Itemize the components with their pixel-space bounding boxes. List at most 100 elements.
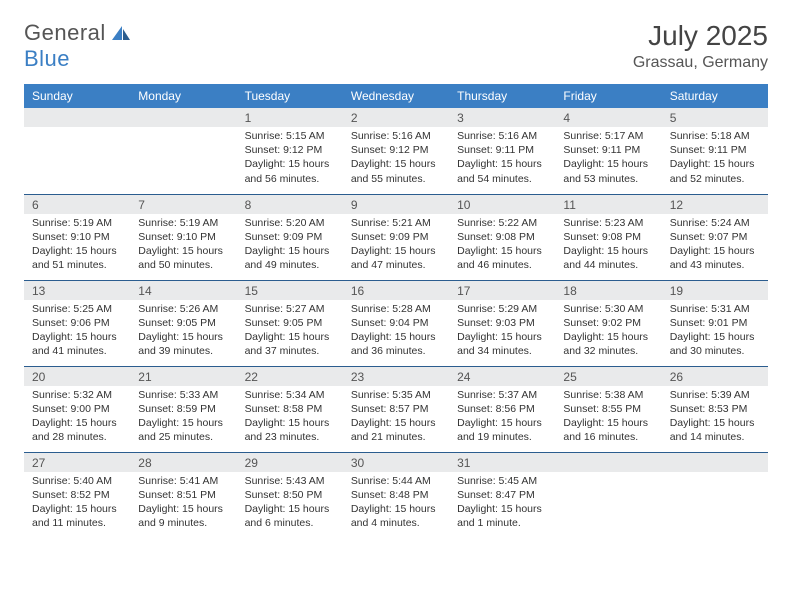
- calendar-week-row: 1Sunrise: 5:15 AMSunset: 9:12 PMDaylight…: [24, 108, 768, 194]
- calendar-day-cell: 13Sunrise: 5:25 AMSunset: 9:06 PMDayligh…: [24, 280, 130, 366]
- day-number: 1: [237, 108, 343, 127]
- logo-text-part2: Blue: [24, 46, 70, 71]
- day-header: Thursday: [449, 84, 555, 108]
- calendar-day-cell: 6Sunrise: 5:19 AMSunset: 9:10 PMDaylight…: [24, 194, 130, 280]
- calendar-day-cell: 24Sunrise: 5:37 AMSunset: 8:56 PMDayligh…: [449, 366, 555, 452]
- day-content: Sunrise: 5:20 AMSunset: 9:09 PMDaylight:…: [237, 214, 343, 277]
- calendar-day-cell: 21Sunrise: 5:33 AMSunset: 8:59 PMDayligh…: [130, 366, 236, 452]
- calendar-day-cell: 26Sunrise: 5:39 AMSunset: 8:53 PMDayligh…: [662, 366, 768, 452]
- day-header: Saturday: [662, 84, 768, 108]
- day-number: 6: [24, 195, 130, 214]
- day-header: Monday: [130, 84, 236, 108]
- day-content: Sunrise: 5:32 AMSunset: 9:00 PMDaylight:…: [24, 386, 130, 449]
- day-content: Sunrise: 5:17 AMSunset: 9:11 PMDaylight:…: [555, 127, 661, 190]
- day-content: [662, 472, 768, 478]
- calendar-day-cell: 3Sunrise: 5:16 AMSunset: 9:11 PMDaylight…: [449, 108, 555, 194]
- day-content: Sunrise: 5:39 AMSunset: 8:53 PMDaylight:…: [662, 386, 768, 449]
- day-content: Sunrise: 5:28 AMSunset: 9:04 PMDaylight:…: [343, 300, 449, 363]
- day-number: 12: [662, 195, 768, 214]
- calendar-table: Sunday Monday Tuesday Wednesday Thursday…: [24, 84, 768, 538]
- day-number: 23: [343, 367, 449, 386]
- day-header: Tuesday: [237, 84, 343, 108]
- day-content: Sunrise: 5:18 AMSunset: 9:11 PMDaylight:…: [662, 127, 768, 190]
- calendar-day-cell: 11Sunrise: 5:23 AMSunset: 9:08 PMDayligh…: [555, 194, 661, 280]
- day-number: 16: [343, 281, 449, 300]
- day-number: [130, 108, 236, 127]
- calendar-day-cell: [555, 452, 661, 538]
- day-header-row: Sunday Monday Tuesday Wednesday Thursday…: [24, 84, 768, 108]
- day-number: 4: [555, 108, 661, 127]
- day-number: 27: [24, 453, 130, 472]
- day-content: Sunrise: 5:24 AMSunset: 9:07 PMDaylight:…: [662, 214, 768, 277]
- day-content: Sunrise: 5:37 AMSunset: 8:56 PMDaylight:…: [449, 386, 555, 449]
- title-block: July 2025 Grassau, Germany: [633, 20, 768, 72]
- day-number: 11: [555, 195, 661, 214]
- day-number: 17: [449, 281, 555, 300]
- calendar-day-cell: 17Sunrise: 5:29 AMSunset: 9:03 PMDayligh…: [449, 280, 555, 366]
- calendar-week-row: 20Sunrise: 5:32 AMSunset: 9:00 PMDayligh…: [24, 366, 768, 452]
- day-content: Sunrise: 5:22 AMSunset: 9:08 PMDaylight:…: [449, 214, 555, 277]
- day-number: 14: [130, 281, 236, 300]
- calendar-day-cell: 30Sunrise: 5:44 AMSunset: 8:48 PMDayligh…: [343, 452, 449, 538]
- calendar-day-cell: 22Sunrise: 5:34 AMSunset: 8:58 PMDayligh…: [237, 366, 343, 452]
- day-content: Sunrise: 5:38 AMSunset: 8:55 PMDaylight:…: [555, 386, 661, 449]
- day-header: Friday: [555, 84, 661, 108]
- day-number: 20: [24, 367, 130, 386]
- calendar-day-cell: 1Sunrise: 5:15 AMSunset: 9:12 PMDaylight…: [237, 108, 343, 194]
- day-content: Sunrise: 5:19 AMSunset: 9:10 PMDaylight:…: [24, 214, 130, 277]
- calendar-day-cell: 20Sunrise: 5:32 AMSunset: 9:00 PMDayligh…: [24, 366, 130, 452]
- day-content: Sunrise: 5:33 AMSunset: 8:59 PMDaylight:…: [130, 386, 236, 449]
- day-number: 18: [555, 281, 661, 300]
- day-number: [662, 453, 768, 472]
- day-number: 13: [24, 281, 130, 300]
- day-content: [24, 127, 130, 133]
- day-number: 28: [130, 453, 236, 472]
- calendar-day-cell: 25Sunrise: 5:38 AMSunset: 8:55 PMDayligh…: [555, 366, 661, 452]
- day-content: Sunrise: 5:16 AMSunset: 9:11 PMDaylight:…: [449, 127, 555, 190]
- day-content: Sunrise: 5:43 AMSunset: 8:50 PMDaylight:…: [237, 472, 343, 535]
- calendar-day-cell: 7Sunrise: 5:19 AMSunset: 9:10 PMDaylight…: [130, 194, 236, 280]
- logo-text: General Blue: [24, 20, 130, 72]
- day-content: Sunrise: 5:23 AMSunset: 9:08 PMDaylight:…: [555, 214, 661, 277]
- calendar-day-cell: [24, 108, 130, 194]
- calendar-day-cell: 4Sunrise: 5:17 AMSunset: 9:11 PMDaylight…: [555, 108, 661, 194]
- day-content: Sunrise: 5:34 AMSunset: 8:58 PMDaylight:…: [237, 386, 343, 449]
- calendar-day-cell: 31Sunrise: 5:45 AMSunset: 8:47 PMDayligh…: [449, 452, 555, 538]
- day-number: 24: [449, 367, 555, 386]
- calendar-day-cell: 8Sunrise: 5:20 AMSunset: 9:09 PMDaylight…: [237, 194, 343, 280]
- day-number: 3: [449, 108, 555, 127]
- day-number: 19: [662, 281, 768, 300]
- day-number: 10: [449, 195, 555, 214]
- day-content: Sunrise: 5:44 AMSunset: 8:48 PMDaylight:…: [343, 472, 449, 535]
- calendar-day-cell: 5Sunrise: 5:18 AMSunset: 9:11 PMDaylight…: [662, 108, 768, 194]
- month-title: July 2025: [633, 20, 768, 52]
- day-number: 7: [130, 195, 236, 214]
- day-content: Sunrise: 5:19 AMSunset: 9:10 PMDaylight:…: [130, 214, 236, 277]
- calendar-day-cell: 12Sunrise: 5:24 AMSunset: 9:07 PMDayligh…: [662, 194, 768, 280]
- calendar-week-row: 27Sunrise: 5:40 AMSunset: 8:52 PMDayligh…: [24, 452, 768, 538]
- day-content: Sunrise: 5:31 AMSunset: 9:01 PMDaylight:…: [662, 300, 768, 363]
- day-number: 5: [662, 108, 768, 127]
- day-number: [555, 453, 661, 472]
- day-number: [24, 108, 130, 127]
- calendar-day-cell: 29Sunrise: 5:43 AMSunset: 8:50 PMDayligh…: [237, 452, 343, 538]
- calendar-day-cell: 9Sunrise: 5:21 AMSunset: 9:09 PMDaylight…: [343, 194, 449, 280]
- day-content: Sunrise: 5:35 AMSunset: 8:57 PMDaylight:…: [343, 386, 449, 449]
- logo-text-part1: General: [24, 20, 106, 45]
- calendar-day-cell: 16Sunrise: 5:28 AMSunset: 9:04 PMDayligh…: [343, 280, 449, 366]
- calendar-day-cell: 23Sunrise: 5:35 AMSunset: 8:57 PMDayligh…: [343, 366, 449, 452]
- calendar-day-cell: 18Sunrise: 5:30 AMSunset: 9:02 PMDayligh…: [555, 280, 661, 366]
- day-number: 31: [449, 453, 555, 472]
- calendar-day-cell: 10Sunrise: 5:22 AMSunset: 9:08 PMDayligh…: [449, 194, 555, 280]
- calendar-day-cell: 14Sunrise: 5:26 AMSunset: 9:05 PMDayligh…: [130, 280, 236, 366]
- day-content: Sunrise: 5:41 AMSunset: 8:51 PMDaylight:…: [130, 472, 236, 535]
- day-number: 30: [343, 453, 449, 472]
- day-header: Sunday: [24, 84, 130, 108]
- calendar-day-cell: 27Sunrise: 5:40 AMSunset: 8:52 PMDayligh…: [24, 452, 130, 538]
- header: General Blue July 2025 Grassau, Germany: [24, 20, 768, 72]
- day-content: [555, 472, 661, 478]
- day-content: Sunrise: 5:30 AMSunset: 9:02 PMDaylight:…: [555, 300, 661, 363]
- calendar-day-cell: 15Sunrise: 5:27 AMSunset: 9:05 PMDayligh…: [237, 280, 343, 366]
- day-number: 9: [343, 195, 449, 214]
- calendar-week-row: 6Sunrise: 5:19 AMSunset: 9:10 PMDaylight…: [24, 194, 768, 280]
